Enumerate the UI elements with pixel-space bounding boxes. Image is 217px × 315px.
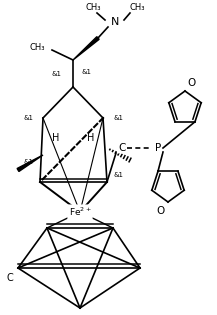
Polygon shape xyxy=(73,37,99,60)
Text: &1: &1 xyxy=(23,115,33,121)
Text: CH₃: CH₃ xyxy=(85,3,101,13)
Text: &1: &1 xyxy=(23,159,33,165)
Polygon shape xyxy=(17,155,43,171)
Text: &1: &1 xyxy=(113,172,123,178)
Text: C: C xyxy=(118,143,126,153)
Text: C: C xyxy=(7,273,13,283)
Text: O: O xyxy=(157,206,165,216)
Text: CH₃: CH₃ xyxy=(30,43,45,51)
Text: N: N xyxy=(111,17,119,27)
Text: O: O xyxy=(187,78,195,88)
Text: &1: &1 xyxy=(81,69,91,75)
Text: H: H xyxy=(87,133,95,143)
Text: CH₃: CH₃ xyxy=(129,3,145,13)
Text: H: H xyxy=(52,133,60,143)
Text: &1: &1 xyxy=(113,115,123,121)
Text: P: P xyxy=(155,143,161,153)
Text: Fe$^{2+}$: Fe$^{2+}$ xyxy=(69,206,91,218)
Text: &1: &1 xyxy=(51,71,61,77)
